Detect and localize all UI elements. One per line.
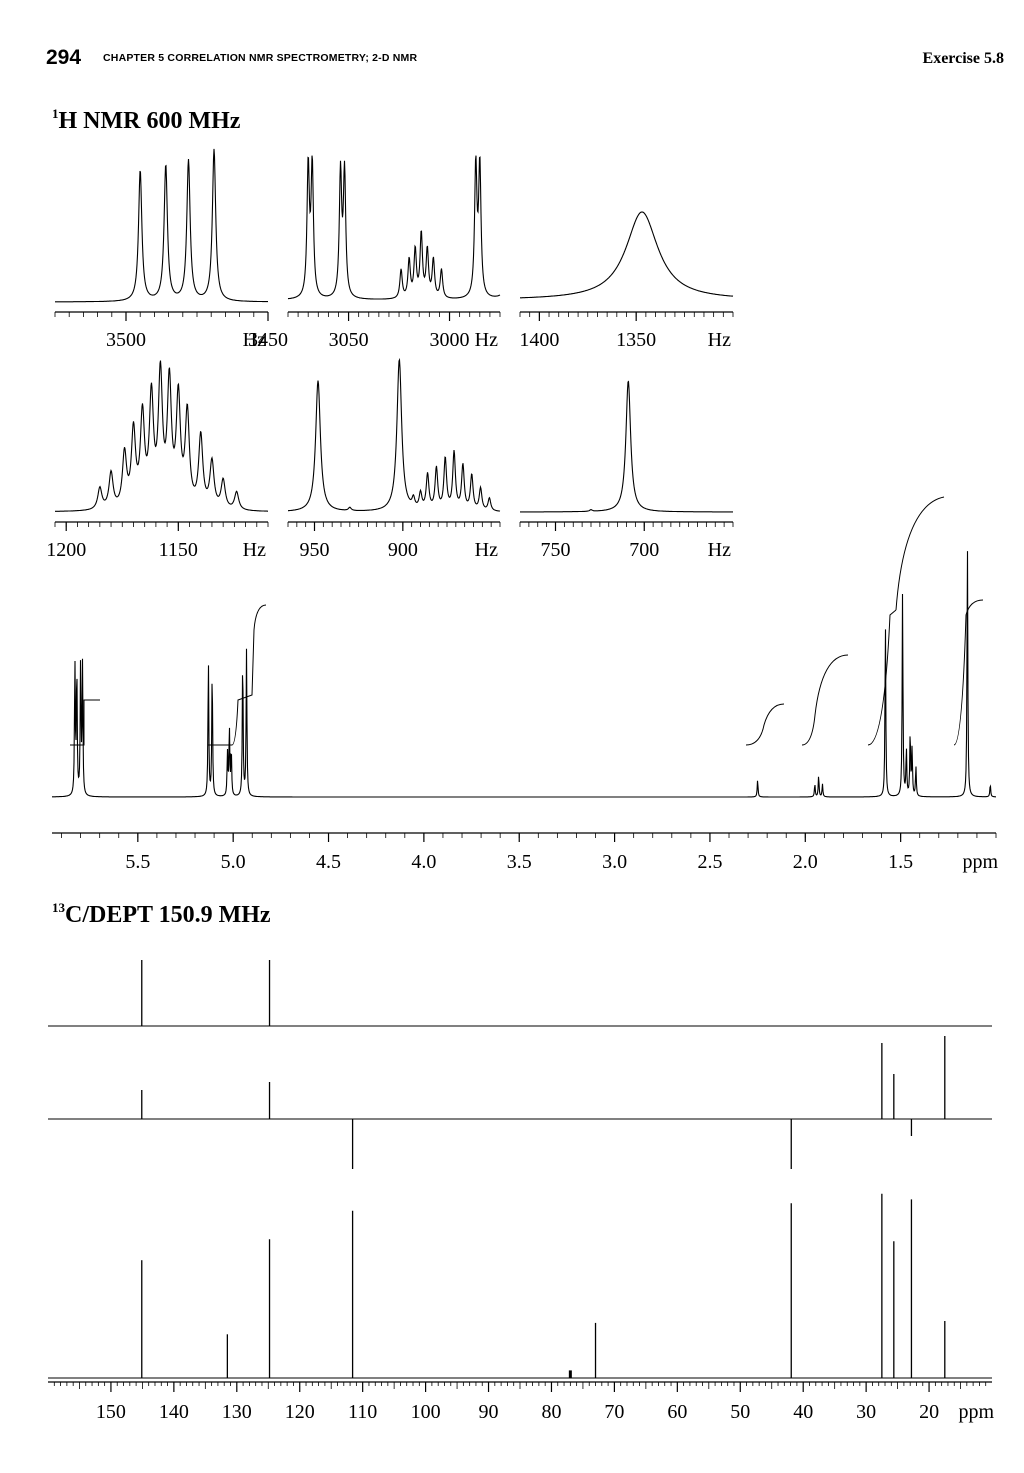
h-axis-tick-label: 2.5: [697, 851, 722, 873]
inset-2-trace: [287, 155, 501, 300]
h-axis-tick-label: 4.5: [316, 851, 341, 873]
c13-axis-tick-label: 50: [730, 1401, 750, 1423]
inset-5-axis-tick-label: 950: [300, 539, 330, 561]
h-axis-tick-label: 2.0: [793, 851, 818, 873]
inset-3-axis-unit-label: Hz: [708, 329, 731, 351]
c13-axis-tick-label: 40: [793, 1401, 813, 1423]
c13-axis-tick-label: 70: [604, 1401, 624, 1423]
chapter-heading: CHAPTER 5 CORRELATION NMR SPECTROMETRY; …: [103, 52, 418, 64]
integration-curve: [208, 604, 267, 746]
inset-6-axis-tick-label: 700: [629, 539, 659, 561]
exercise-label: Exercise 5.8: [922, 50, 1004, 67]
h-axis-tick-label: 5.0: [221, 851, 246, 873]
h-axis-tick-label: 3.0: [602, 851, 627, 873]
c13-axis-tick-label: 110: [348, 1401, 377, 1423]
h-nmr-title-text: H NMR 600 MHz: [58, 108, 241, 134]
h-axis-unit-label: ppm: [962, 851, 998, 873]
integration-curve: [953, 599, 984, 746]
h-axis-tick-label: 4.0: [411, 851, 436, 873]
page-number: 294: [46, 46, 82, 69]
inset-1-trace: [55, 148, 268, 303]
inset-3-trace: [520, 211, 734, 299]
h-axis-tick-label: 1.5: [888, 851, 913, 873]
inset-2-axis-tick-label: 3050: [329, 329, 369, 351]
inset-1-axis-tick-label: 3500: [106, 329, 146, 351]
c13-axis-tick-label: 90: [479, 1401, 499, 1423]
inset-4-axis-tick-label: 1200: [46, 539, 86, 561]
inset-3-axis-tick-label: 1400: [519, 329, 559, 351]
c-nmr-title: 13C/DEPT 150.9 MHz: [52, 900, 271, 929]
c13-axis-tick-label: 80: [541, 1401, 561, 1423]
c13-axis-tick-label: 130: [222, 1401, 252, 1423]
inset-6-axis-tick-label: 750: [541, 539, 571, 561]
inset-2-axis-tick-label: 3000: [430, 329, 470, 351]
integration-curve: [745, 703, 785, 746]
inset-1-axis-unit-label: Hz: [243, 329, 266, 351]
inset-2-axis-unit-label: Hz: [475, 329, 498, 351]
inset-5-trace: [288, 357, 501, 512]
inset-6-axis-unit-label: Hz: [708, 539, 731, 561]
inset-4-axis-tick-label: 1150: [159, 539, 198, 561]
inset-5-axis-tick-label: 900: [388, 539, 418, 561]
inset-3-axis-tick-label: 1350: [616, 329, 656, 351]
integration-curve: [801, 654, 849, 746]
integration-curve: [70, 699, 100, 746]
c13-axis-tick-label: 140: [159, 1401, 189, 1423]
inset-4-axis-unit-label: Hz: [243, 539, 266, 561]
c13-axis-tick-label: 60: [667, 1401, 687, 1423]
integration-curve: [867, 609, 897, 746]
h-nmr-title: 1H NMR 600 MHz: [52, 106, 240, 135]
h-axis-tick-label: 3.5: [507, 851, 532, 873]
h-axis-tick-label: 5.5: [125, 851, 150, 873]
c13-axis-tick-label: 120: [285, 1401, 315, 1423]
c13-axis-tick-label: 150: [96, 1401, 126, 1423]
c13-axis-tick-label: 30: [856, 1401, 876, 1423]
inset-5-axis-unit-label: Hz: [475, 539, 498, 561]
inset-6-trace: [520, 380, 733, 513]
c-nmr-title-text: C/DEPT 150.9 MHz: [65, 902, 271, 928]
inset-1-axis-tick-label: 3450: [248, 329, 288, 351]
c-nmr-title-sup: 13: [52, 900, 65, 915]
inset-4-trace: [55, 360, 268, 512]
c13-axis-unit-label: ppm: [958, 1401, 994, 1423]
c13-axis-tick-label: 20: [919, 1401, 939, 1423]
integration-curve: [895, 496, 945, 611]
h-spectrum-trace: [52, 551, 996, 798]
c13-axis-tick-label: 100: [411, 1401, 441, 1423]
h-nmr-title-sup: 1: [52, 106, 59, 121]
